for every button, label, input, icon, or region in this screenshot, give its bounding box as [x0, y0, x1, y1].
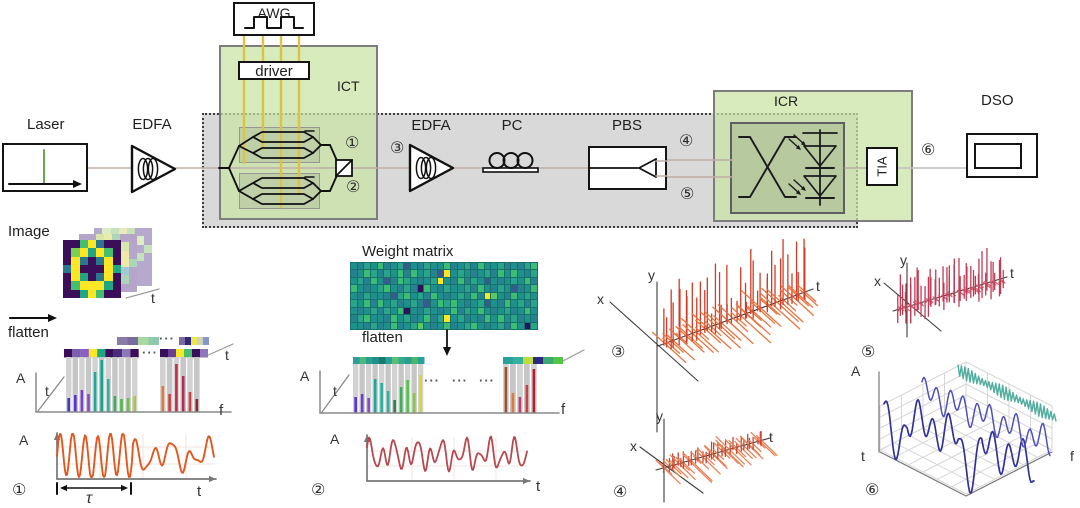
input-image-digit [63, 240, 121, 298]
image-label: Image [8, 223, 50, 240]
plot4-y-label: y [656, 408, 663, 424]
img-t-axis-label: t [151, 290, 155, 306]
edfa-amplifier-icon-2 [408, 143, 455, 193]
node-marker-5: ⑤ [680, 186, 695, 203]
node-marker-1: ① [345, 135, 360, 152]
ellipsis-2: ··· [142, 345, 158, 360]
plot6-marker: ⑥ [865, 482, 880, 499]
wave2-amp-label: A [330, 431, 340, 447]
ellipsis-4: ··· [452, 373, 468, 388]
tia-label: TIA [874, 156, 890, 177]
comb-spectrum-1 [35, 357, 232, 413]
pbs-label: PBS [611, 117, 642, 134]
wave2-t-label: t [536, 478, 541, 495]
weight-matrix-image [350, 262, 538, 330]
polarization-plot-4 [639, 418, 778, 503]
flatten-label: flatten [8, 324, 49, 341]
plot5-t-label: t [1010, 265, 1014, 281]
node-marker-3: ③ [390, 140, 405, 157]
dso-screen [974, 143, 1022, 169]
plot5-x-label: x [874, 273, 881, 289]
plot6-f-label: f [1070, 448, 1074, 464]
polarization-plot-5 [883, 247, 1008, 338]
flatten-down-arrow [442, 329, 585, 362]
polarization-plot-3 [609, 238, 819, 433]
node-marker-2: ② [346, 179, 361, 196]
spec1-amp-label: A [16, 370, 26, 386]
awg-box [233, 2, 315, 36]
ellipsis-1: ··· [159, 331, 175, 346]
wave1-amp-label: A [19, 432, 29, 448]
tia-box [866, 147, 898, 186]
node-marker-6: ⑥ [921, 142, 936, 159]
tau-label: τ [86, 490, 92, 507]
spec1-f-label: f [219, 402, 224, 419]
edfa2-label: EDFA [411, 117, 451, 134]
plot5-marker: ⑤ [861, 344, 876, 361]
plot6-t-label: t [861, 448, 865, 464]
pc-label: PC [501, 117, 523, 134]
weight-matrix-label: Weight matrix [362, 243, 454, 260]
plot4-t-label: t [769, 429, 773, 445]
dso-box [966, 133, 1038, 178]
plot4-marker: ④ [613, 484, 628, 501]
polarization-controller-icon [482, 152, 539, 173]
ict-label: ICT [337, 78, 360, 94]
plot3-y-label: y [648, 267, 655, 283]
waterfall-plot-6 [878, 361, 1057, 497]
plot3-t-label: t [816, 278, 820, 294]
laser-spectrum-icon [8, 149, 82, 189]
driver-label: driver [255, 63, 293, 80]
coherent-receiver-icon [738, 129, 838, 206]
ellipsis-5: ··· [479, 373, 495, 388]
plot6-amp-label: A [851, 363, 861, 379]
time-waveform-1 [53, 432, 217, 495]
edfa1-label: EDFA [132, 116, 172, 133]
plot3-x-label: x [597, 291, 604, 307]
pbs-splitter-icon [589, 158, 668, 178]
spec2-f-label: f [561, 401, 566, 418]
node-marker-4: ④ [679, 133, 694, 150]
plot5-y-label: y [900, 252, 907, 268]
wave1-t-label: t [197, 483, 202, 500]
dso-label: DSO [981, 92, 1014, 109]
pulse-train-icon [244, 16, 304, 29]
awg-label: AWG [257, 5, 291, 21]
iq-modulator-circuit [218, 130, 353, 205]
laser-label: Laser [27, 116, 65, 133]
icr-label: ICR [774, 93, 799, 109]
spec1-t-label: t [45, 383, 49, 399]
flatten2-label: flatten [362, 329, 403, 346]
plot4-x-label: x [630, 438, 637, 454]
flattened-vector-strips [64, 337, 209, 358]
time-waveform-2 [363, 434, 531, 485]
edfa-amplifier-icon [130, 144, 177, 194]
spec2-t-label: t [333, 383, 337, 399]
plot2-marker: ② [311, 482, 326, 499]
plot3-marker: ③ [611, 344, 626, 361]
driver-box [238, 61, 310, 80]
flatten-arrow [9, 288, 234, 357]
spec2-amp-label: A [300, 368, 310, 384]
plot1-marker: ① [12, 482, 27, 499]
strip-t-axis-label: t [225, 347, 229, 363]
comb-spectrum-2 [319, 357, 563, 414]
ellipsis-3: ··· [424, 373, 440, 388]
